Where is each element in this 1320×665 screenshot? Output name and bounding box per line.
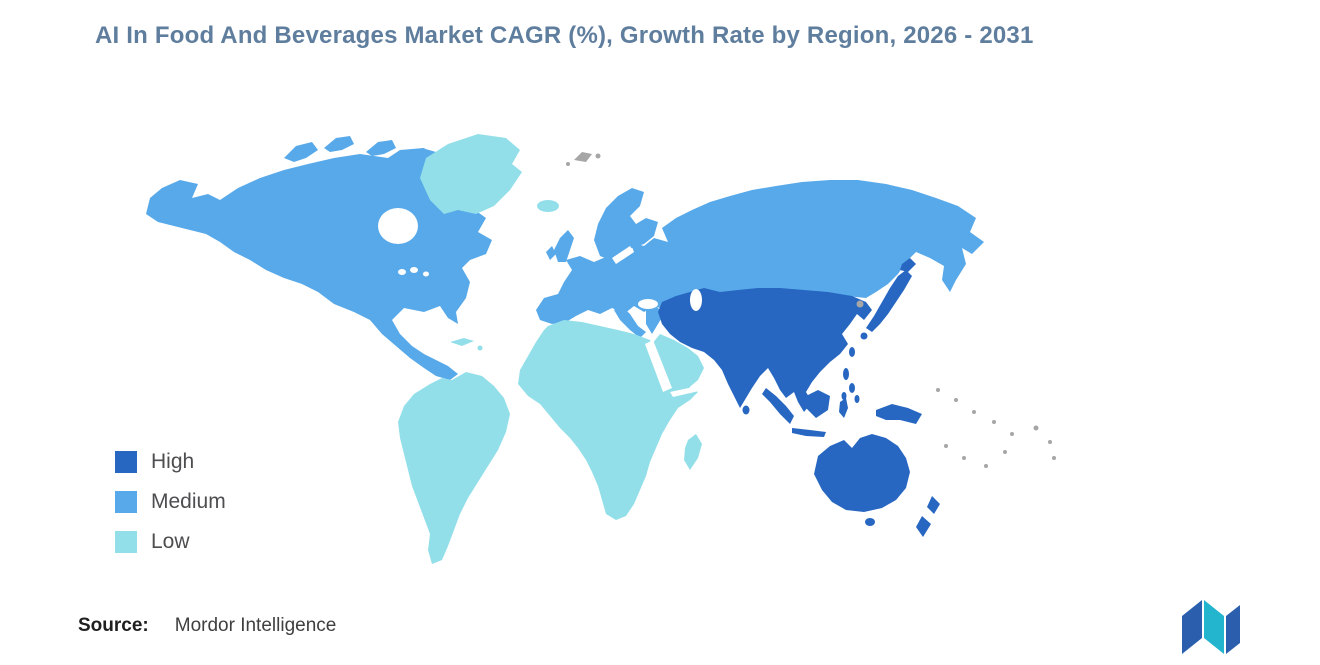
sea-black (638, 299, 658, 309)
legend: High Medium Low (115, 450, 226, 554)
region-madagascar (684, 434, 702, 470)
island-dot (972, 410, 976, 414)
regions-low (398, 134, 704, 564)
region-south-america (398, 372, 510, 564)
region-sulawesi (839, 398, 848, 418)
regions-no-data (566, 152, 1056, 468)
legend-item-low: Low (115, 530, 226, 554)
region-japan-honshu (866, 270, 912, 332)
region-japan-kyushu (860, 332, 868, 340)
region-sumatra (762, 388, 794, 424)
legend-item-medium: Medium (115, 490, 226, 514)
region-north-korea (856, 300, 864, 308)
region-iceland (537, 200, 559, 212)
island-dot (954, 398, 958, 402)
regions-medium (146, 136, 984, 380)
region-africa (518, 320, 698, 520)
region-new-zealand-north (927, 496, 940, 514)
region-borneo (806, 390, 830, 418)
region-philippines (849, 383, 855, 393)
region-ireland (546, 246, 556, 260)
region-svalbard (566, 162, 570, 166)
region-scandinavia (594, 188, 658, 260)
region-greenland (420, 134, 522, 214)
lake-hudson-bay (378, 208, 418, 244)
lake-great-lakes (398, 269, 406, 275)
island-dot (944, 444, 948, 448)
island-dot (1010, 432, 1014, 436)
legend-label-high: High (151, 450, 195, 473)
region-hispaniola (477, 345, 483, 351)
region-asia-pacific-mainland (658, 288, 872, 412)
legend-item-high: High (115, 450, 226, 474)
region-italy (614, 306, 646, 338)
source-label: Source: (78, 615, 149, 636)
region-japan-hokkaido (900, 258, 916, 272)
sea-red (645, 340, 672, 392)
chart-title: AI In Food And Beverages Market CAGR (%)… (95, 22, 1034, 49)
region-arctic-island (284, 142, 318, 162)
island-dot (1003, 450, 1007, 454)
island-dot (1033, 425, 1039, 431)
region-cuba (450, 338, 474, 346)
source-line: Source: Mordor Intelligence (78, 615, 336, 637)
source-value: Mordor Intelligence (174, 615, 337, 636)
region-philippines (854, 395, 860, 403)
island-dot (984, 464, 988, 468)
legend-label-medium: Medium (151, 490, 226, 513)
legend-label-low: Low (151, 530, 190, 553)
region-svalbard (574, 152, 592, 162)
lake-great-lakes (423, 271, 429, 277)
island-dot (1052, 456, 1056, 460)
regions-high (658, 258, 940, 537)
mordor-intelligence-logo-icon (1182, 600, 1240, 654)
region-svalbard (595, 153, 601, 159)
gulf-aden (670, 386, 699, 397)
island-dot (936, 388, 940, 392)
region-uk (554, 230, 574, 262)
region-north-america (146, 148, 492, 380)
region-taiwan (849, 347, 855, 357)
region-new-guinea (876, 404, 922, 424)
region-tasmania (865, 518, 875, 526)
sea-caspian (690, 289, 702, 311)
legend-swatch-high-icon (115, 451, 137, 473)
legend-swatch-low-icon (115, 531, 137, 553)
island-dot (1048, 440, 1052, 444)
ocean-overlays (378, 208, 702, 397)
sea-baltic (612, 246, 634, 264)
lake-great-lakes (410, 267, 418, 273)
region-new-zealand-south (916, 516, 931, 537)
island-dot (992, 420, 996, 424)
region-philippines (843, 368, 849, 380)
island-dot (962, 456, 966, 460)
region-arctic-island (366, 140, 396, 156)
region-eurasia-europe-russia (536, 180, 984, 324)
region-arctic-island (324, 136, 354, 152)
region-sri-lanka (742, 405, 750, 415)
region-australia (814, 434, 910, 512)
legend-swatch-medium-icon (115, 491, 137, 513)
brand-logo (1180, 598, 1246, 661)
region-java (792, 428, 826, 437)
region-philippines (841, 392, 847, 400)
